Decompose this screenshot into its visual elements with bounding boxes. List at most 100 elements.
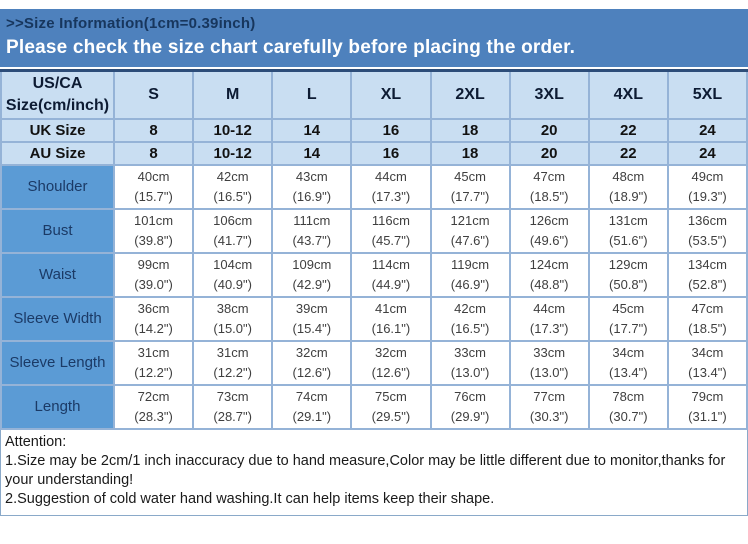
- measurement-cell: 33cm (13.0"): [508, 339, 590, 386]
- measurement-cell: 44cm (17.3"): [508, 295, 590, 342]
- measurement-row-label: Length: [0, 383, 115, 430]
- uk-size-cell: 16: [350, 117, 432, 143]
- au-size-cell: 14: [271, 140, 353, 166]
- size-chart-table: US/CA Size(cm/inch) S M L XL 2XL 3XL 4XL…: [0, 69, 748, 430]
- uk-size-cell: 18: [429, 117, 511, 143]
- measurement-row-label: Shoulder: [0, 163, 115, 210]
- measurement-cell: 116cm (45.7"): [350, 207, 432, 254]
- measurement-cell: 47cm (18.5"): [666, 295, 748, 342]
- measurement-cell: 39cm (15.4"): [271, 295, 353, 342]
- attention-label: Attention:: [5, 433, 67, 450]
- measurement-cell: 32cm (12.6"): [271, 339, 353, 386]
- size-info-subtitle: Please check the size chart carefully be…: [6, 37, 576, 58]
- uk-size-row-label: UK Size: [0, 117, 115, 143]
- measurement-cell: 111cm (43.7"): [271, 207, 353, 254]
- measurement-cell: 75cm (29.5"): [350, 383, 432, 430]
- corner-header: US/CA Size(cm/inch): [0, 69, 115, 120]
- measurement-cell: 41cm (16.1"): [350, 295, 432, 342]
- au-size-cell: 22: [587, 140, 669, 166]
- table-row: Sleeve Width 36cm (14.2") 38cm (15.0") 39cm…: [0, 295, 748, 342]
- measurement-cell: 77cm (30.3"): [508, 383, 590, 430]
- attention-line: 1.Size may be 2cm/1 inch inaccuracy due …: [5, 452, 726, 488]
- table-row: Waist 99cm (39.0") 104cm (40.9") 109cm (42.…: [0, 251, 748, 298]
- measurement-cell: 129cm (50.8"): [587, 251, 669, 298]
- measurement-cell: 72cm (28.3"): [112, 383, 195, 430]
- measurement-cell: 101cm (39.8"): [112, 207, 195, 254]
- size-column-header: M: [192, 69, 274, 120]
- au-size-cell: 18: [429, 140, 511, 166]
- au-size-cell: 24: [666, 140, 748, 166]
- measurement-cell: 45cm (17.7"): [429, 163, 511, 210]
- au-size-row-label: AU Size: [0, 140, 115, 166]
- measurement-cell: 44cm (17.3"): [350, 163, 432, 210]
- table-row: Sleeve Length 31cm (12.2") 31cm (12.2") 32c…: [0, 339, 748, 386]
- measurement-cell: 31cm (12.2"): [112, 339, 195, 386]
- measurement-cell: 38cm (15.0"): [192, 295, 274, 342]
- measurement-cell: 47cm (18.5"): [508, 163, 590, 210]
- size-information-page: >>Size Information(1cm=0.39inch) Please …: [0, 9, 748, 516]
- measurement-cell: 121cm (47.6"): [429, 207, 511, 254]
- size-column-header: S: [112, 69, 195, 120]
- au-size-cell: 20: [508, 140, 590, 166]
- measurement-cell: 32cm (12.6"): [350, 339, 432, 386]
- measurement-cell: 31cm (12.2"): [192, 339, 274, 386]
- measurement-cell: 131cm (51.6"): [587, 207, 669, 254]
- measurement-cell: 74cm (29.1"): [271, 383, 353, 430]
- uk-size-cell: 20: [508, 117, 590, 143]
- measurement-cell: 136cm (53.5"): [666, 207, 748, 254]
- measurement-cell: 36cm (14.2"): [112, 295, 195, 342]
- size-column-header: 5XL: [666, 69, 748, 120]
- measurement-cell: 76cm (29.9"): [429, 383, 511, 430]
- table-row: Bust 101cm (39.8") 106cm (41.7") 111cm (43.…: [0, 207, 748, 254]
- attention-line: 2.Suggestion of cold water hand washing.…: [5, 490, 495, 507]
- uk-size-cell: 8: [112, 117, 195, 143]
- size-column-header: 2XL: [429, 69, 511, 120]
- measurement-rows: Shoulder 40cm (15.7") 42cm (16.5") 43cm (16…: [0, 163, 748, 430]
- uk-size-cell: 14: [271, 117, 353, 143]
- size-column-header: XL: [350, 69, 432, 120]
- size-column-header: 3XL: [508, 69, 590, 120]
- measurement-cell: 124cm (48.8"): [508, 251, 590, 298]
- uk-size-row: UK Size 8 10-12 14 16 18 20 22 24: [0, 117, 748, 143]
- attention-notes: Attention: 1.Size may be 2cm/1 inch inac…: [0, 429, 748, 516]
- measurement-row-label: Sleeve Length: [0, 339, 115, 386]
- size-column-header: L: [271, 69, 353, 120]
- au-size-cell: 8: [112, 140, 195, 166]
- measurement-cell: 48cm (18.9"): [587, 163, 669, 210]
- measurement-cell: 45cm (17.7"): [587, 295, 669, 342]
- measurement-cell: 34cm (13.4"): [587, 339, 669, 386]
- measurement-cell: 34cm (13.4"): [666, 339, 748, 386]
- size-info-banner: >>Size Information(1cm=0.39inch) Please …: [0, 9, 748, 67]
- measurement-cell: 73cm (28.7"): [192, 383, 274, 430]
- measurement-cell: 104cm (40.9"): [192, 251, 274, 298]
- au-size-cell: 10-12: [192, 140, 274, 166]
- au-size-cell: 16: [350, 140, 432, 166]
- uk-size-cell: 22: [587, 117, 669, 143]
- measurement-cell: 43cm (16.9"): [271, 163, 353, 210]
- measurement-cell: 79cm (31.1"): [666, 383, 748, 430]
- measurement-cell: 42cm (16.5"): [429, 295, 511, 342]
- size-info-title: >>Size Information(1cm=0.39inch): [6, 15, 256, 32]
- measurement-cell: 119cm (46.9"): [429, 251, 511, 298]
- measurement-row-label: Waist: [0, 251, 115, 298]
- size-column-header: 4XL: [587, 69, 669, 120]
- measurement-cell: 126cm (49.6"): [508, 207, 590, 254]
- measurement-cell: 134cm (52.8"): [666, 251, 748, 298]
- measurement-cell: 106cm (41.7"): [192, 207, 274, 254]
- measurement-cell: 33cm (13.0"): [429, 339, 511, 386]
- uk-size-cell: 24: [666, 117, 748, 143]
- measurement-row-label: Sleeve Width: [0, 295, 115, 342]
- measurement-cell: 40cm (15.7"): [112, 163, 195, 210]
- table-header-row: US/CA Size(cm/inch) S M L XL 2XL 3XL 4XL…: [0, 69, 748, 120]
- table-row: Length 72cm (28.3") 73cm (28.7") 74cm (29.1…: [0, 383, 748, 430]
- au-size-row: AU Size 8 10-12 14 16 18 20 22 24: [0, 140, 748, 166]
- uk-size-cell: 10-12: [192, 117, 274, 143]
- measurement-cell: 99cm (39.0"): [112, 251, 195, 298]
- measurement-cell: 78cm (30.7"): [587, 383, 669, 430]
- table-row: Shoulder 40cm (15.7") 42cm (16.5") 43cm (16…: [0, 163, 748, 210]
- measurement-cell: 49cm (19.3"): [666, 163, 748, 210]
- measurement-cell: 42cm (16.5"): [192, 163, 274, 210]
- measurement-cell: 109cm (42.9"): [271, 251, 353, 298]
- measurement-cell: 114cm (44.9"): [350, 251, 432, 298]
- measurement-row-label: Bust: [0, 207, 115, 254]
